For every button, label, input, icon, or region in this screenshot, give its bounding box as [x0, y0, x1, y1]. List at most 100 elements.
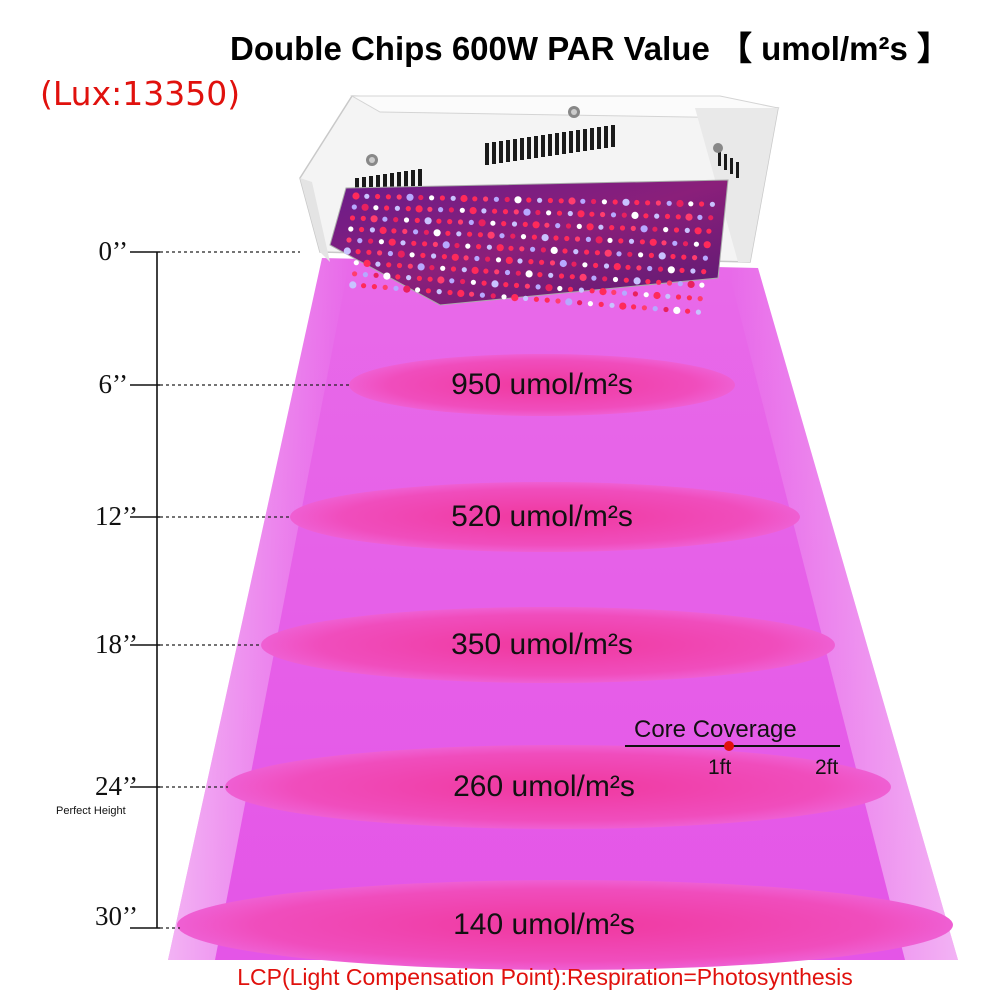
height-label-30: 30’’: [95, 901, 138, 931]
led-dot: [360, 215, 366, 221]
led-dot: [508, 245, 514, 251]
led-dot: [406, 275, 412, 281]
led-dot: [496, 244, 504, 252]
led-dot: [612, 276, 619, 283]
led-dot: [481, 208, 487, 214]
led-dot: [628, 238, 635, 244]
led-dot: [568, 197, 576, 205]
led-dot: [654, 213, 660, 219]
led-dot: [555, 223, 561, 229]
led-dot: [621, 290, 628, 296]
led-dot: [375, 193, 381, 200]
led-dot: [612, 199, 618, 205]
par-ellipse-18: [261, 607, 835, 683]
led-dot: [450, 195, 456, 201]
led-dot: [621, 212, 627, 218]
led-dot: [483, 268, 489, 274]
led-dot: [676, 199, 684, 208]
led-dot: [584, 249, 590, 255]
led-dot: [701, 269, 707, 275]
led-dot: [577, 210, 585, 218]
led-dot: [667, 266, 675, 274]
led-dot: [652, 226, 658, 232]
led-dot: [387, 250, 393, 257]
led-dot: [425, 288, 431, 294]
led-dot: [415, 287, 421, 293]
led-dot: [562, 248, 568, 254]
led-dot: [559, 259, 567, 268]
led-dot: [577, 300, 583, 306]
led-dot: [682, 241, 689, 247]
led-dot: [454, 242, 460, 249]
led-dot: [349, 215, 356, 221]
led-dot: [514, 196, 522, 204]
led-dot: [603, 263, 610, 269]
led-dot: [447, 219, 453, 225]
led-dot: [361, 283, 367, 289]
led-dot: [362, 272, 368, 278]
led-dot: [504, 196, 510, 203]
led-dot: [513, 282, 520, 288]
led-dot: [625, 264, 631, 270]
led-dot: [598, 224, 604, 230]
led-dot: [658, 252, 666, 260]
led-dot: [406, 193, 414, 201]
led-dot: [619, 225, 626, 231]
led-dot: [697, 214, 703, 220]
led-dot: [459, 207, 465, 213]
led-dot: [666, 200, 672, 206]
height-label-6: 6’’: [98, 369, 128, 399]
led-dot: [487, 231, 495, 239]
led-dot: [653, 291, 661, 300]
led-dot: [415, 205, 423, 213]
led-dot: [379, 226, 387, 234]
led-dot: [685, 308, 691, 314]
led-dot: [476, 244, 482, 250]
led-dot: [348, 226, 354, 232]
led-dot: [450, 266, 457, 272]
led-dot: [402, 228, 408, 234]
led-dot: [599, 288, 607, 296]
led-dot: [673, 227, 680, 233]
led-dot: [537, 272, 543, 278]
led-dot: [641, 305, 648, 311]
led-dot: [633, 277, 641, 285]
led-dot: [439, 195, 445, 201]
led-dot: [424, 217, 432, 225]
height-label-18: 18’’: [95, 629, 138, 659]
led-dot: [395, 274, 401, 280]
led-dot: [375, 261, 381, 267]
led-dot: [382, 284, 388, 290]
led-dot: [539, 259, 545, 265]
led-dots: [343, 192, 716, 315]
led-dot: [619, 302, 627, 310]
led-dot: [706, 228, 712, 234]
led-dot: [610, 212, 617, 218]
led-dot: [373, 272, 379, 278]
led-dot: [587, 301, 594, 307]
led-dot: [531, 234, 538, 240]
led-dot: [438, 207, 444, 213]
led-dot: [366, 249, 372, 255]
led-dot: [416, 275, 422, 281]
led-dot: [467, 231, 473, 237]
perfect-height-note: Perfect Height: [56, 805, 126, 817]
led-dot: [361, 203, 369, 211]
led-dot: [631, 211, 639, 219]
led-dot: [594, 250, 601, 256]
led-dot: [567, 286, 574, 292]
led-dot: [699, 201, 705, 207]
led-dot: [677, 281, 683, 287]
led-dot: [377, 250, 383, 256]
coverage-tick-1ft: 1ft: [708, 756, 732, 779]
led-dot: [647, 265, 653, 272]
led-dot: [470, 279, 476, 285]
led-dot: [591, 275, 597, 281]
led-dot: [690, 268, 696, 274]
led-dot: [457, 219, 464, 225]
led-dot: [532, 221, 540, 229]
led-dot: [355, 249, 361, 255]
led-dot: [586, 223, 594, 231]
led-dot: [523, 295, 529, 301]
